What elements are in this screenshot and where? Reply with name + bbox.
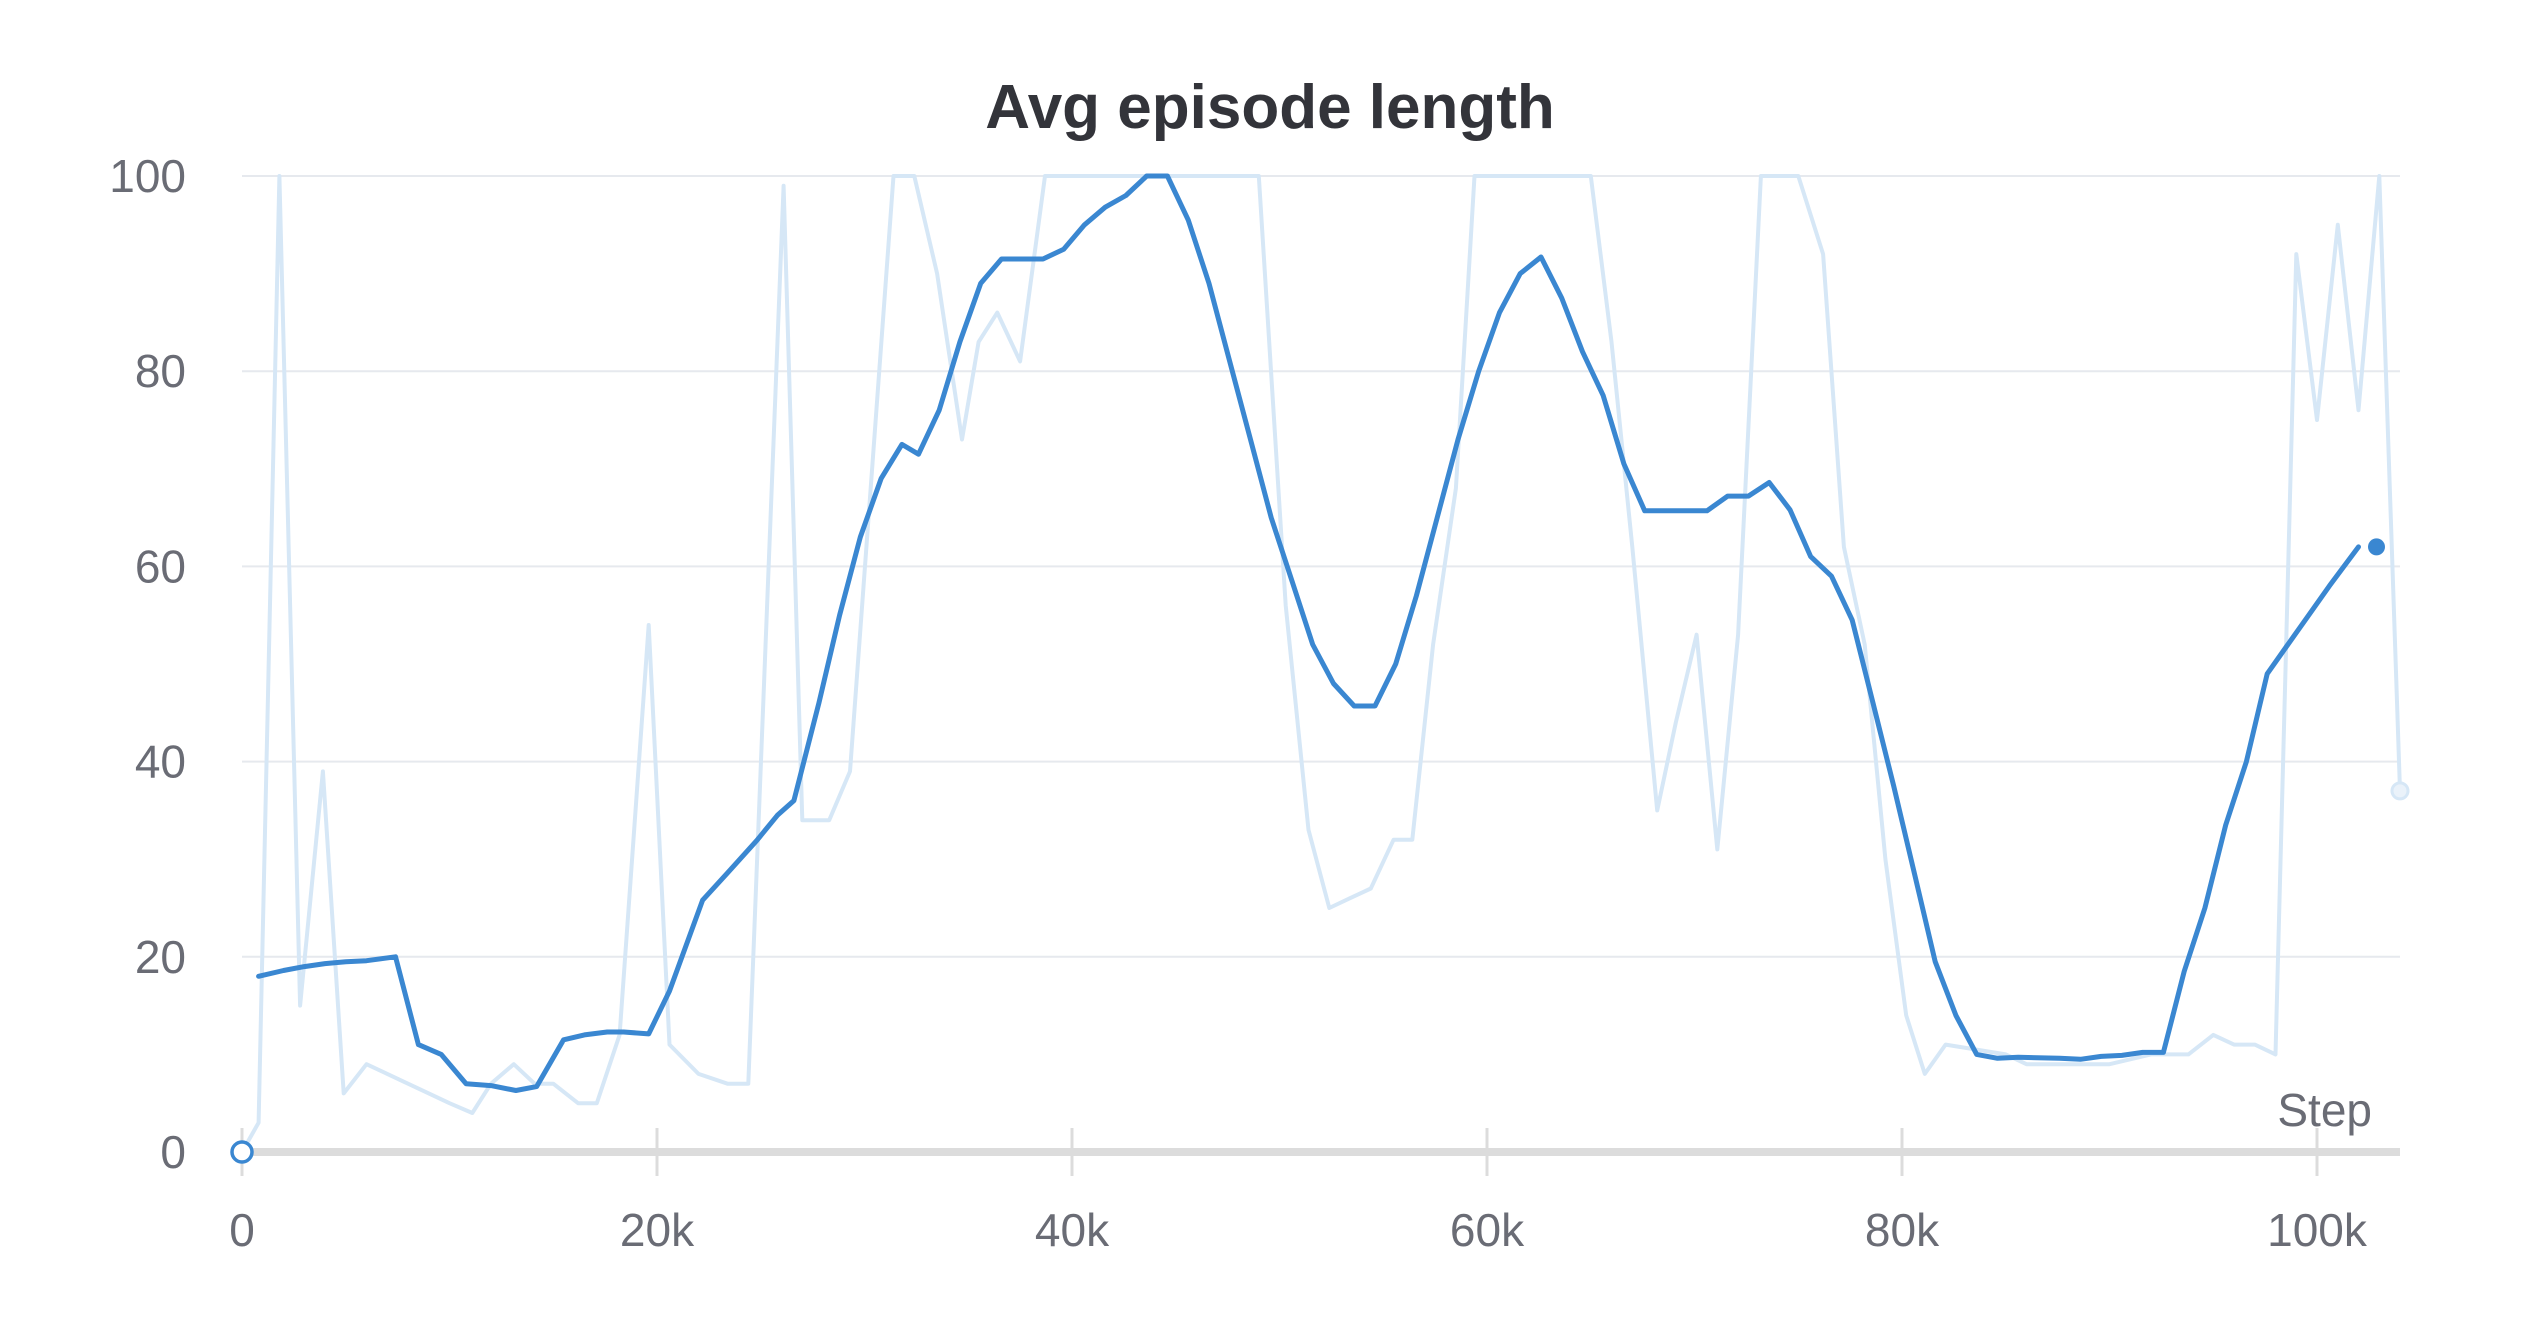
grid-lines bbox=[242, 175, 2400, 958]
series-start-marker bbox=[230, 1140, 254, 1164]
smoothed-end-marker bbox=[2368, 538, 2385, 556]
smoothed-series-line bbox=[256, 173, 2361, 1093]
raw-end-marker bbox=[2390, 781, 2410, 801]
axes: 0 20 40 60 80 100 0 20k 40k 60k 80k 100k bbox=[109, 150, 2400, 1256]
y-tick-label: 80 bbox=[135, 345, 186, 397]
y-tick-label: 60 bbox=[135, 540, 186, 592]
raw-series-line bbox=[240, 174, 2402, 1153]
x-axis-label: Step bbox=[2277, 1084, 2372, 1136]
series-markers bbox=[230, 538, 2410, 1164]
y-tick-label: 40 bbox=[135, 736, 186, 788]
y-tick-label: 100 bbox=[109, 150, 186, 202]
y-tick-label: 20 bbox=[135, 931, 186, 983]
raw-series bbox=[240, 174, 2402, 1153]
x-tick-label: 40k bbox=[1035, 1204, 1110, 1256]
y-tick-label: 0 bbox=[160, 1126, 186, 1178]
x-tick-label: 100k bbox=[2267, 1204, 2368, 1256]
x-tick-label: 0 bbox=[229, 1204, 255, 1256]
x-tick-label: 80k bbox=[1865, 1204, 1940, 1256]
x-tick-label: 20k bbox=[620, 1204, 695, 1256]
chart-title: Avg episode length bbox=[985, 73, 1555, 142]
x-tick-label: 60k bbox=[1450, 1204, 1525, 1256]
smoothed-series bbox=[256, 173, 2361, 1093]
